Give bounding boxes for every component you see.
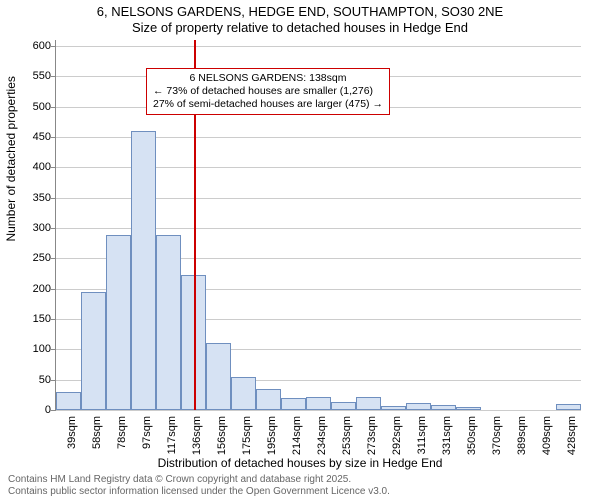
- histogram-bar: [356, 397, 381, 410]
- y-axis-label: Number of detached properties: [4, 76, 18, 241]
- x-axis-label: Distribution of detached houses by size …: [0, 456, 600, 470]
- ytick-label: 300: [33, 222, 56, 234]
- histogram-bar: [81, 292, 106, 410]
- gridline: [56, 46, 581, 47]
- chart-container: 6, NELSONS GARDENS, HEDGE END, SOUTHAMPT…: [0, 0, 600, 500]
- xtick-label: 253sqm: [341, 416, 353, 455]
- xtick-label: 370sqm: [491, 416, 503, 455]
- chart-title: 6, NELSONS GARDENS, HEDGE END, SOUTHAMPT…: [0, 4, 600, 19]
- histogram-bar: [406, 403, 431, 410]
- xtick-label: 156sqm: [216, 416, 228, 455]
- histogram-bar: [456, 407, 481, 410]
- histogram-bar: [556, 404, 581, 410]
- annotation-line: ← 73% of detached houses are smaller (1,…: [153, 85, 383, 98]
- ytick-label: 250: [33, 252, 56, 264]
- histogram-bar: [256, 389, 281, 410]
- xtick-label: 409sqm: [541, 416, 553, 455]
- histogram-bar: [306, 397, 331, 410]
- annotation-box: 6 NELSONS GARDENS: 138sqm← 73% of detach…: [146, 68, 390, 115]
- xtick-label: 350sqm: [466, 416, 478, 455]
- annotation-line: 27% of semi-detached houses are larger (…: [153, 98, 383, 111]
- footer-line: Contains HM Land Registry data © Crown c…: [8, 474, 390, 486]
- annotation-line: 6 NELSONS GARDENS: 138sqm: [153, 72, 383, 85]
- histogram-bar: [131, 131, 156, 410]
- ytick-label: 550: [33, 70, 56, 82]
- histogram-bar: [206, 343, 231, 410]
- ytick-label: 500: [33, 101, 56, 113]
- xtick-label: 39sqm: [66, 416, 78, 449]
- xtick-label: 331sqm: [441, 416, 453, 455]
- ytick-label: 200: [33, 283, 56, 295]
- ytick-label: 100: [33, 343, 56, 355]
- chart-subtitle: Size of property relative to detached ho…: [0, 20, 600, 35]
- histogram-bar: [56, 392, 81, 410]
- ytick-label: 0: [45, 404, 56, 416]
- xtick-label: 428sqm: [566, 416, 578, 455]
- xtick-label: 136sqm: [191, 416, 203, 455]
- xtick-label: 97sqm: [141, 416, 153, 449]
- ytick-label: 50: [39, 374, 56, 386]
- footer-line: Contains public sector information licen…: [8, 486, 390, 498]
- histogram-bar: [431, 405, 456, 410]
- histogram-bar: [331, 402, 356, 410]
- histogram-bar: [106, 235, 131, 410]
- histogram-bar: [281, 398, 306, 410]
- histogram-bar: [231, 377, 256, 410]
- xtick-label: 214sqm: [291, 416, 303, 455]
- xtick-label: 389sqm: [516, 416, 528, 455]
- ytick-label: 400: [33, 161, 56, 173]
- gridline: [56, 410, 581, 411]
- xtick-label: 117sqm: [166, 416, 178, 454]
- xtick-label: 58sqm: [91, 416, 103, 449]
- xtick-label: 234sqm: [316, 416, 328, 455]
- xtick-label: 78sqm: [116, 416, 128, 449]
- histogram-bar: [156, 235, 181, 410]
- footer-attribution: Contains HM Land Registry data © Crown c…: [8, 474, 390, 498]
- xtick-label: 292sqm: [391, 416, 403, 455]
- ytick-label: 600: [33, 40, 56, 52]
- xtick-label: 195sqm: [266, 416, 278, 455]
- histogram-bar: [381, 406, 406, 410]
- ytick-label: 350: [33, 192, 56, 204]
- plot-area: 05010015020025030035040045050055060039sq…: [55, 40, 581, 411]
- ytick-label: 150: [33, 313, 56, 325]
- xtick-label: 175sqm: [241, 416, 253, 455]
- xtick-label: 311sqm: [416, 416, 428, 454]
- ytick-label: 450: [33, 131, 56, 143]
- xtick-label: 273sqm: [366, 416, 378, 455]
